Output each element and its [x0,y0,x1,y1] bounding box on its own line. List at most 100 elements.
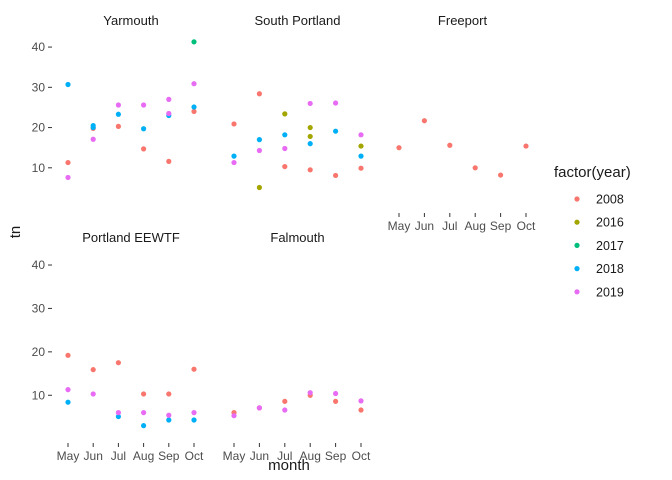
data-point [231,121,237,127]
data-point [115,410,121,416]
data-point [307,124,313,131]
x-tick-label: May [223,449,246,463]
data-point [256,405,262,411]
facet-panel: Portland EEWTF [65,230,197,429]
data-point [191,81,197,87]
x-tick-label: May [57,449,80,463]
data-point [65,387,71,393]
x-tick-label: Aug [133,449,154,463]
data-point [90,136,96,142]
data-point [115,102,121,108]
data-point [358,153,364,159]
data-point [191,417,197,423]
data-point [307,100,313,107]
facet-panel: Falmouth [231,230,364,419]
data-point [115,413,121,420]
data-point [358,398,364,404]
data-point [282,145,288,152]
data-point [307,390,313,396]
y-tick-label: 40 [32,40,46,54]
data-point [115,360,121,366]
x-tick-label: Sep [490,219,512,233]
legend: factor(year) 2008 2016 2017 2018 2019 [554,164,631,299]
data-point [231,159,237,166]
legend-label: 2008 [596,193,624,207]
data-point [166,391,172,397]
x-tick-label: Jul [442,219,457,233]
data-point [141,410,147,416]
y-tick-label: 20 [32,345,46,359]
legend-label: 2016 [596,216,624,230]
x-axes: May Jun Jul Aug Sep Oct May Jun Jul Aug Sep Oct May J… [57,213,536,463]
facet-panel: Freeport [396,13,529,178]
data-point [447,142,453,148]
data-point [231,153,237,159]
facet-panels: Yarmouth South Portland Freeport Portland E… [65,13,529,429]
x-tick-label: Aug [300,449,321,463]
legend-key [574,289,580,295]
facet-title: South Portland [254,13,340,28]
data-point [333,128,339,134]
data-point [498,172,504,178]
data-point [256,147,262,154]
x-tick-label: Jul [111,449,126,463]
y-axes: 10 20 30 40 10 20 30 40 [32,40,52,402]
data-point [191,410,197,416]
data-point [65,174,71,181]
x-axis-title: month [268,457,310,474]
legend-title: factor(year) [554,164,631,181]
data-point [115,111,121,117]
x-tick-label: Aug [465,219,486,233]
x-tick-label: Oct [517,219,536,233]
data-point [166,158,172,164]
legend-label: 2017 [596,239,624,253]
data-point [191,108,197,115]
data-point [231,413,237,419]
legend-key [574,266,580,272]
legend-label: 2019 [596,285,624,299]
data-point [333,390,339,397]
data-point [141,391,147,397]
data-point [282,132,288,138]
legend-key [574,242,580,248]
data-point [166,412,172,418]
data-point [523,143,529,149]
data-point [65,352,71,358]
data-point [358,132,364,138]
data-point [282,407,288,413]
x-tick-label: May [388,219,411,233]
y-tick-label: 10 [32,388,46,402]
data-point [65,399,71,405]
data-point [166,110,172,117]
data-point [358,407,364,413]
data-point [333,172,339,179]
data-point [65,159,71,166]
x-tick-label: Jun [250,449,269,463]
data-point [472,165,478,171]
data-point [282,111,288,117]
x-tick-label: Sep [325,449,347,463]
x-tick-label: Jun [84,449,103,463]
data-point [282,398,288,404]
data-point [166,96,172,102]
y-tick-label: 40 [32,258,46,272]
data-point [307,133,313,140]
data-point [256,91,262,97]
facet-title: Yarmouth [103,13,158,28]
y-axis-title: tn [7,226,24,239]
data-point [90,367,96,373]
data-point [191,366,197,372]
facet-title: Portland EEWTF [82,230,180,245]
x-tick-label: Oct [352,449,371,463]
data-point [333,398,339,404]
legend-key [574,219,580,225]
data-point [141,126,147,132]
y-tick-label: 20 [32,121,46,135]
data-point [396,145,402,151]
data-point [307,141,313,147]
x-tick-label: Jul [277,449,292,463]
y-tick-label: 30 [32,80,46,94]
data-point [191,39,197,45]
data-point [256,184,262,191]
data-point [90,391,96,397]
